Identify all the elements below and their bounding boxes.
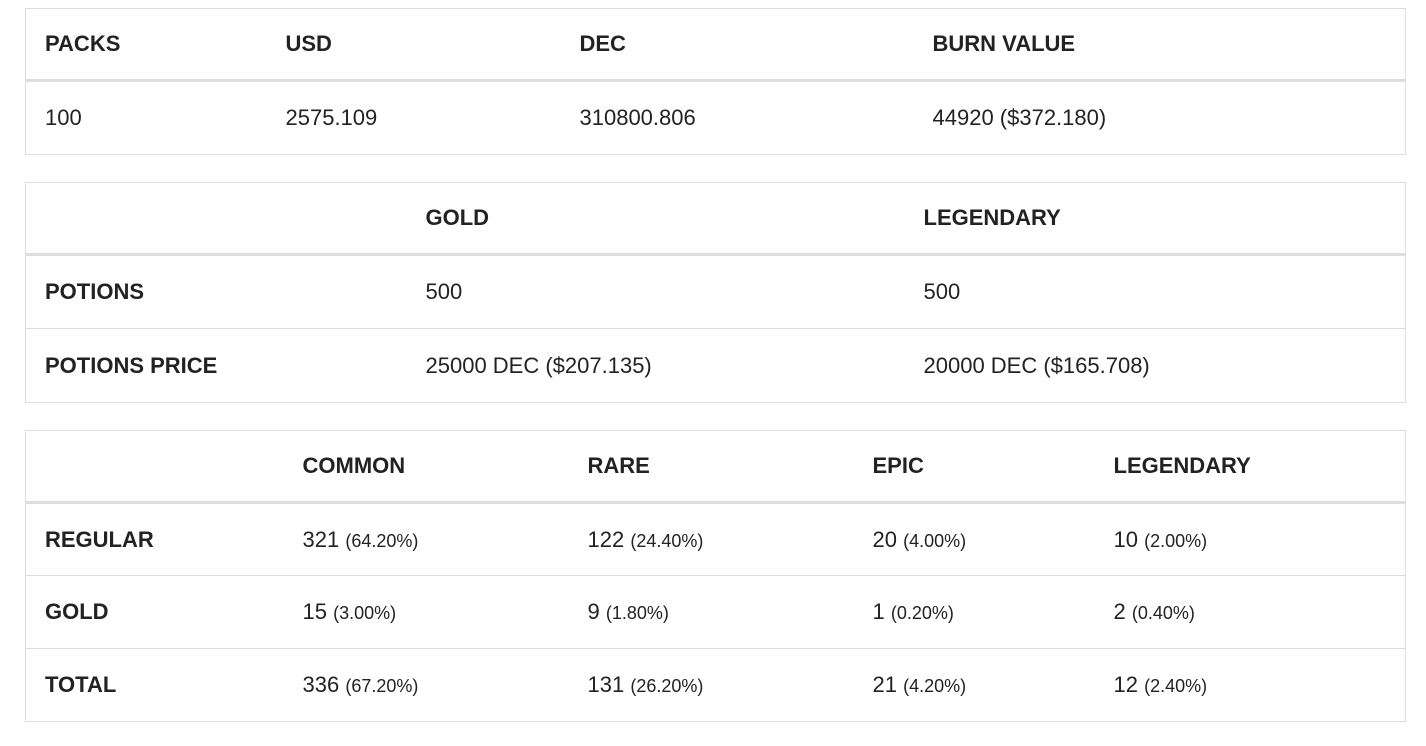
gold-legendary: 2 (0.40%) (1094, 575, 1406, 649)
total-rare: 131 (26.20%) (568, 648, 854, 722)
header-gold: GOLD (406, 182, 905, 256)
packs-dec: 310800.806 (579, 105, 696, 130)
card-count: 122 (587, 526, 625, 552)
card-percent: (0.40%) (1131, 603, 1195, 623)
card-count: 1 (872, 599, 885, 624)
packs-burn-value: 44920 ($372.180) (932, 105, 1107, 130)
card-percent: (24.40%) (630, 530, 704, 551)
card-percent: (26.20%) (630, 676, 704, 696)
table-row: POTIONS 500 500 (26, 255, 1406, 329)
card-percent: (0.20%) (890, 603, 954, 623)
header-legendary: LEGENDARY (1094, 430, 1406, 504)
regular-legendary: 10 (2.00%) (1095, 503, 1406, 576)
header-legendary: LEGENDARY (904, 182, 1406, 256)
header-common: COMMON (283, 430, 569, 504)
table-row: POTIONS PRICE 25000 DEC ($207.135) 20000… (25, 328, 1406, 403)
regular-epic: 20 (4.00%) (854, 503, 1095, 576)
card-percent: (2.40%) (1144, 676, 1208, 696)
header-epic: EPIC (853, 430, 1095, 504)
potions-legendary: 500 (923, 279, 961, 304)
gold-epic: 1 (0.20%) (853, 575, 1095, 649)
header-packs: PACKS (25, 8, 267, 82)
header-rare: RARE (568, 430, 854, 504)
packs-table: PACKS USD DEC BURN VALUE 100 2575.109 31… (25, 8, 1406, 155)
card-count: 15 (302, 599, 327, 624)
potions-price-gold: 25000 DEC ($207.135) (406, 328, 905, 403)
card-percent: (4.20%) (903, 676, 967, 696)
card-percent: (3.00%) (333, 603, 397, 623)
table-row: GOLD 15 (3.00%) 9 (1.80%) 1 (0.20%) 2 (0… (25, 575, 1406, 649)
potions-header-row: GOLD LEGENDARY (25, 182, 1406, 256)
potions-gold: 500 (425, 279, 463, 304)
header-usd: USD (266, 8, 561, 82)
row-label-total: TOTAL (25, 648, 284, 722)
row-label-potions: POTIONS (45, 279, 145, 304)
card-count: 336 (302, 672, 340, 697)
table-row: TOTAL 336 (67.20%) 131 (26.20%) 21 (4.20… (25, 648, 1406, 722)
table-row: REGULAR 321 (64.20%) 122 (24.40%) 20 (4.… (26, 503, 1406, 576)
header-empty (25, 182, 407, 256)
packs-count: 100 (45, 105, 82, 130)
card-percent: (67.20%) (345, 676, 419, 696)
total-common: 336 (67.20%) (283, 648, 569, 722)
card-count: 9 (587, 599, 600, 624)
potions-table: GOLD LEGENDARY POTIONS 500 500 POTIONS P… (25, 182, 1406, 403)
card-count: 20 (872, 526, 897, 552)
card-count: 321 (302, 526, 340, 552)
card-count: 131 (587, 672, 625, 697)
header-dec: DEC (560, 8, 914, 82)
card-percent: (2.00%) (1144, 530, 1208, 551)
total-legendary: 12 (2.40%) (1094, 648, 1406, 722)
row-label-gold: GOLD (25, 575, 284, 649)
card-count: 12 (1113, 672, 1138, 697)
card-count: 10 (1113, 526, 1138, 552)
gold-common: 15 (3.00%) (283, 575, 569, 649)
table-row: 100 2575.109 310800.806 44920 ($372.180) (26, 81, 1406, 155)
header-empty (25, 430, 284, 504)
regular-common: 321 (64.20%) (284, 503, 569, 576)
header-burn-value: BURN VALUE (913, 8, 1406, 82)
cards-header-row: COMMON RARE EPIC LEGENDARY (25, 430, 1406, 504)
total-epic: 21 (4.20%) (853, 648, 1095, 722)
potions-price-legendary: 20000 DEC ($165.708) (904, 328, 1406, 403)
packs-header-row: PACKS USD DEC BURN VALUE (25, 8, 1406, 82)
card-percent: (64.20%) (345, 530, 419, 551)
card-count: 21 (872, 672, 897, 697)
card-percent: (4.00%) (903, 530, 967, 551)
cards-table: COMMON RARE EPIC LEGENDARY REGULAR 321 (… (25, 430, 1406, 722)
gold-rare: 9 (1.80%) (568, 575, 854, 649)
card-count: 2 (1113, 599, 1126, 624)
regular-rare: 122 (24.40%) (569, 503, 854, 576)
row-label-potions-price: POTIONS PRICE (25, 328, 407, 403)
card-percent: (1.80%) (605, 603, 669, 623)
packs-usd: 2575.109 (285, 105, 378, 130)
row-label-regular: REGULAR (45, 526, 154, 552)
